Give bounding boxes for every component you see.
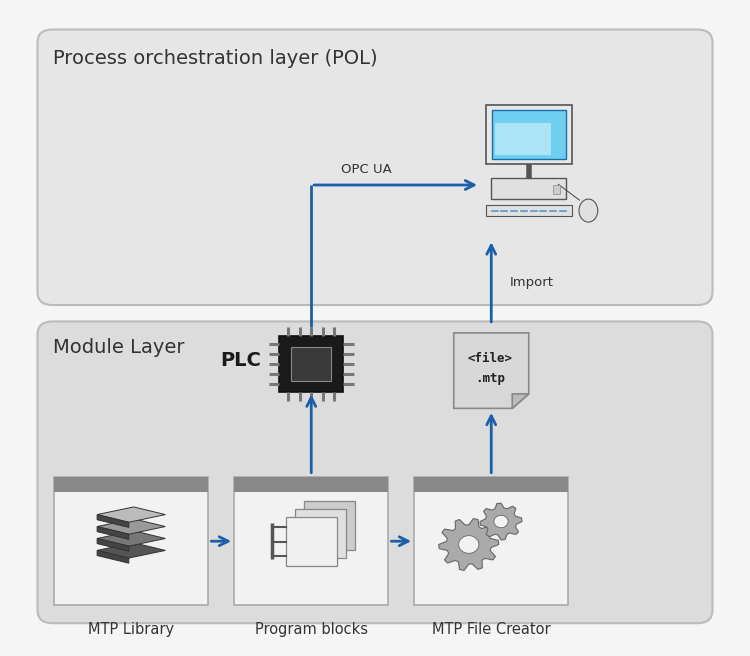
Bar [291, 346, 332, 381]
Polygon shape [98, 519, 165, 534]
Bar [486, 105, 572, 164]
Polygon shape [439, 518, 499, 571]
Polygon shape [459, 536, 478, 553]
Text: .mtp: .mtp [475, 372, 505, 385]
Polygon shape [98, 514, 129, 527]
Bar [553, 185, 560, 194]
Polygon shape [98, 527, 129, 539]
Text: <file>: <file> [467, 352, 512, 365]
Polygon shape [494, 516, 508, 527]
Text: MTP Library: MTP Library [88, 622, 174, 636]
Polygon shape [98, 507, 165, 522]
Bar [491, 178, 566, 199]
Ellipse shape [579, 199, 598, 222]
FancyBboxPatch shape [38, 30, 712, 305]
Bar [234, 478, 388, 492]
Text: Program blocks: Program blocks [255, 622, 368, 636]
Bar [286, 517, 337, 565]
FancyBboxPatch shape [38, 321, 712, 623]
Polygon shape [98, 531, 165, 546]
Polygon shape [512, 394, 529, 408]
Bar [279, 336, 343, 392]
Text: OPC UA: OPC UA [341, 163, 392, 176]
Bar [304, 501, 355, 550]
Polygon shape [454, 333, 529, 408]
Text: PLC: PLC [220, 352, 261, 370]
Text: MTP File Creator: MTP File Creator [432, 622, 550, 636]
Polygon shape [480, 503, 522, 540]
Bar [54, 478, 208, 492]
Bar [495, 123, 550, 155]
Polygon shape [98, 539, 129, 551]
Text: Import: Import [510, 276, 554, 289]
Bar [486, 205, 572, 216]
Bar [234, 478, 388, 605]
Bar [414, 478, 568, 492]
Bar [414, 478, 568, 605]
Polygon shape [98, 543, 165, 558]
Polygon shape [98, 550, 129, 564]
Text: Process orchestration layer (POL): Process orchestration layer (POL) [53, 49, 377, 68]
Bar [54, 478, 208, 605]
Text: Module Layer: Module Layer [53, 338, 184, 357]
Bar [295, 509, 346, 558]
Bar [492, 110, 566, 159]
